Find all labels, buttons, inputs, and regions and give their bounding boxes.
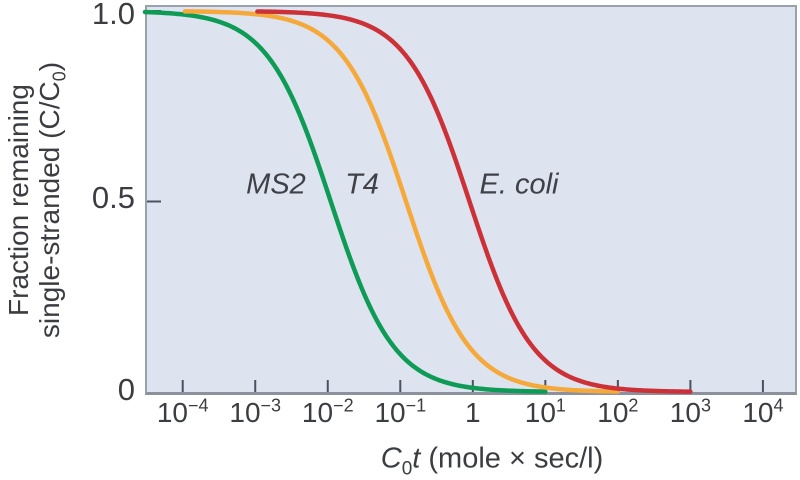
curve-label-ecoli: E. coli <box>479 168 559 201</box>
y-tick-label-0: 0 <box>117 372 135 407</box>
x-axis-title: C0t (mole × sec/l) <box>380 442 604 480</box>
x-tick-label: 103 <box>669 395 711 428</box>
curve-label-ms2: MS2 <box>246 168 306 201</box>
x-tick-label: 10−1 <box>374 395 427 428</box>
y-tick-label-1.0: 1.0 <box>91 0 135 31</box>
x-tick-label: 102 <box>597 395 639 428</box>
curve-label-t4: T4 <box>345 168 379 201</box>
x-tick-label: 10−3 <box>229 395 282 428</box>
y-tick-label-0.5: 0.5 <box>91 180 135 215</box>
t4-curve <box>182 9 621 394</box>
x-tick-label: 10−4 <box>156 395 209 428</box>
x-tick-label: 10−2 <box>301 395 354 428</box>
y-axis-title: Fraction remaining single-stranded (C/C0… <box>3 61 70 339</box>
ms2-curve <box>142 9 548 394</box>
x-tick-label: 1 <box>465 397 481 428</box>
x-tick-label: 104 <box>742 395 784 428</box>
y-axis-title-line1: Fraction remaining <box>3 84 34 316</box>
e-coli-curve <box>255 9 693 394</box>
x-tick-label: 101 <box>524 395 566 428</box>
y-axis-title-line2: single-stranded (C/C0) <box>34 61 70 339</box>
